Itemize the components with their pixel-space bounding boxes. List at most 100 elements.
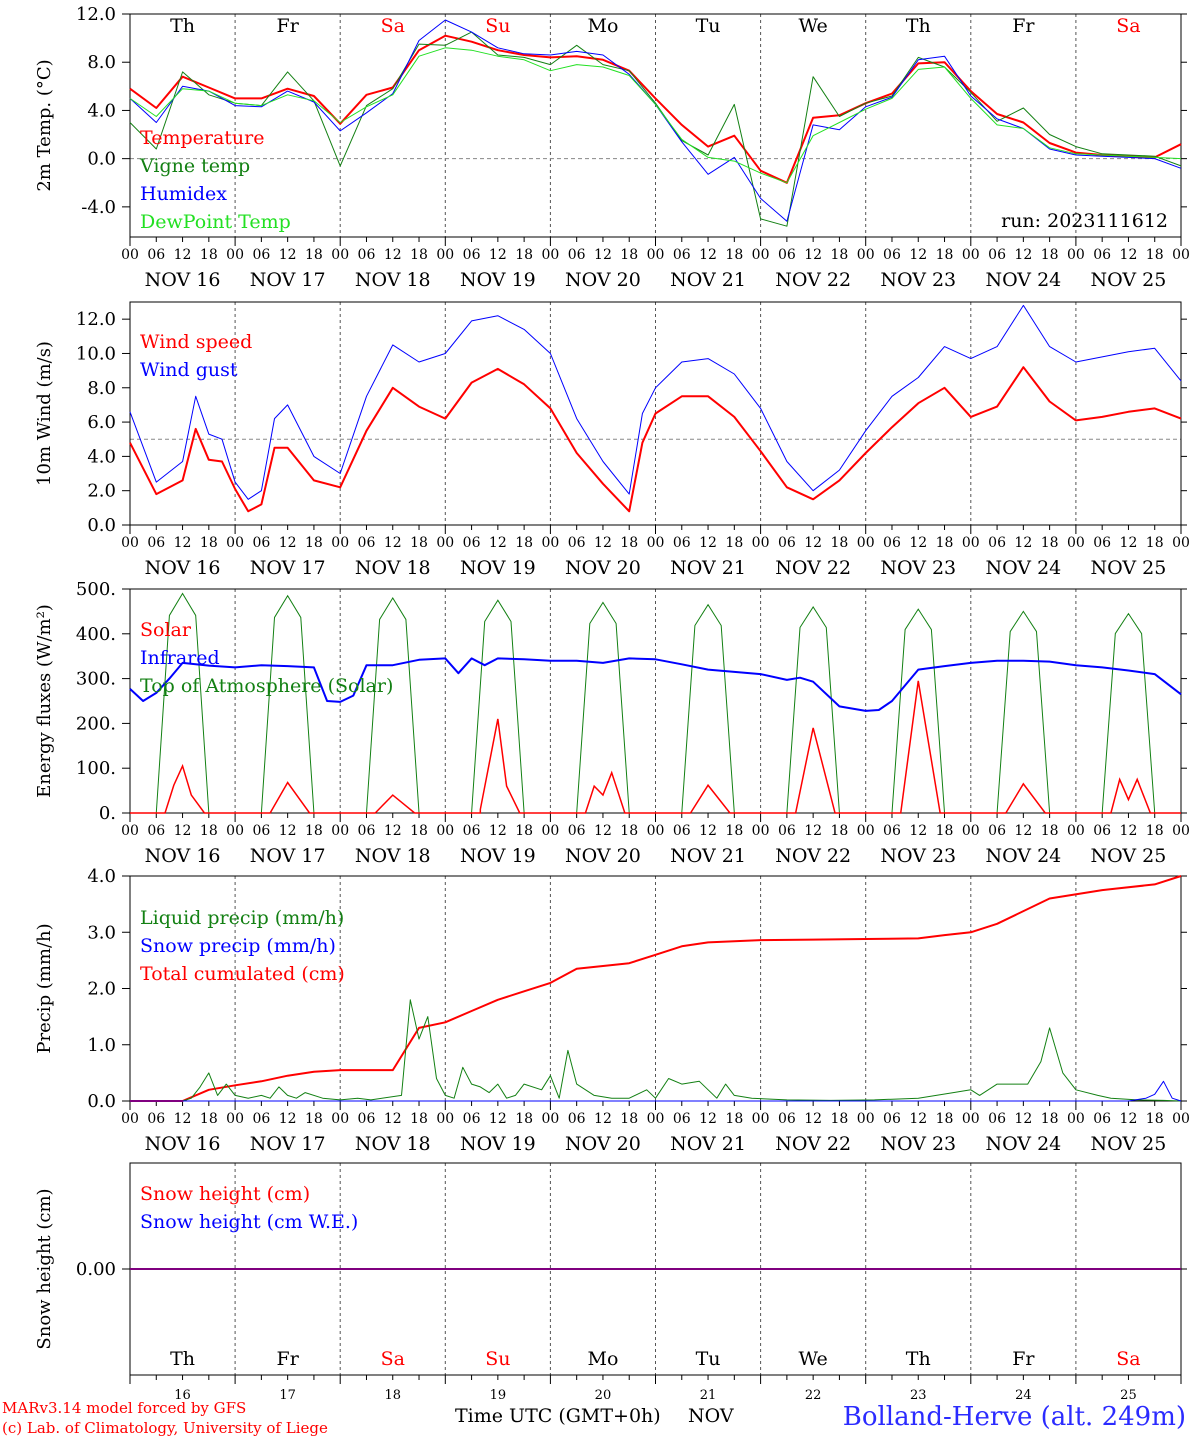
day-number-label: 19 bbox=[490, 1388, 507, 1403]
x-tick-label: 00 bbox=[857, 823, 875, 839]
weekday-label: Fr bbox=[1012, 1348, 1035, 1370]
day-number-label: 23 bbox=[910, 1388, 927, 1403]
x-tick-label: 18 bbox=[515, 535, 533, 551]
x-tick-label: 00 bbox=[1067, 247, 1085, 263]
x-tick-label: 06 bbox=[1093, 535, 1111, 551]
date-label: NOV 23 bbox=[880, 557, 956, 579]
x-tick-label: 06 bbox=[358, 1111, 376, 1127]
date-label: NOV 23 bbox=[880, 269, 956, 291]
y-tick-label: 4.0 bbox=[87, 446, 116, 467]
x-tick-label: 12 bbox=[384, 247, 402, 263]
x-tick-label: 00 bbox=[647, 1111, 665, 1127]
weekday-label: Su bbox=[485, 1348, 510, 1370]
legend-entry: Solar bbox=[140, 619, 192, 641]
x-tick-label: 18 bbox=[1041, 247, 1059, 263]
x-tick-label: 00 bbox=[541, 823, 559, 839]
legend-entry: Snow height (cm W.E.) bbox=[140, 1211, 358, 1233]
x-tick-label: 00 bbox=[331, 1111, 349, 1127]
x-tick-label: 06 bbox=[673, 535, 691, 551]
x-tick-label: 00 bbox=[857, 247, 875, 263]
y-tick-label: 300. bbox=[76, 669, 116, 690]
x-tick-label: 06 bbox=[568, 823, 586, 839]
x-tick-label: 12 bbox=[279, 535, 297, 551]
x-tick-label: 00 bbox=[647, 535, 665, 551]
x-tick-label: 06 bbox=[147, 1111, 165, 1127]
x-tick-label: 06 bbox=[147, 535, 165, 551]
x-tick-label: 12 bbox=[804, 247, 822, 263]
y-tick-label: -4.0 bbox=[81, 197, 116, 218]
date-label: NOV 16 bbox=[145, 269, 221, 291]
day-number-label: 24 bbox=[1015, 1388, 1032, 1403]
weekday-label: Fr bbox=[277, 15, 300, 37]
x-tick-label: 00 bbox=[226, 247, 244, 263]
x-tick-label: 00 bbox=[121, 247, 139, 263]
y-tick-label: 500. bbox=[76, 579, 116, 600]
x-tick-label: 18 bbox=[1146, 247, 1164, 263]
x-tick-label: 00 bbox=[647, 247, 665, 263]
x-tick-label: 00 bbox=[226, 823, 244, 839]
date-label: NOV 23 bbox=[880, 845, 956, 867]
x-tick-label: 06 bbox=[463, 535, 481, 551]
x-tick-label: 12 bbox=[489, 1111, 507, 1127]
x-tick-label: 18 bbox=[410, 1111, 428, 1127]
date-label: NOV 18 bbox=[355, 845, 431, 867]
date-label: NOV 18 bbox=[355, 1133, 431, 1155]
x-tick-label: 18 bbox=[1146, 1111, 1164, 1127]
day-number-label: 16 bbox=[174, 1388, 191, 1403]
x-tick-label: 18 bbox=[620, 823, 638, 839]
x-tick-label: 12 bbox=[909, 1111, 927, 1127]
x-tick-label: 18 bbox=[1041, 823, 1059, 839]
x-tick-label: 00 bbox=[331, 535, 349, 551]
weekday-label: Tu bbox=[696, 15, 721, 37]
panel-2: 0.0 2.0 4.0 6.0 8.0 10.0 12.0 10m Wind (m/s) 00 0… bbox=[34, 301, 1190, 579]
date-label: NOV 21 bbox=[670, 269, 746, 291]
day-number-label: 21 bbox=[700, 1388, 717, 1403]
station-title: Bolland-Herve (alt. 249m) bbox=[842, 1402, 1186, 1432]
y-axis-label: Precip (mm/h) bbox=[34, 923, 55, 1053]
x-tick-label: 06 bbox=[147, 247, 165, 263]
x-tick-label: 18 bbox=[200, 1111, 218, 1127]
x-tick-label: 18 bbox=[831, 535, 849, 551]
weekday-label: Th bbox=[170, 15, 195, 37]
month-label: NOV bbox=[688, 1405, 734, 1427]
x-tick-label: 18 bbox=[515, 1111, 533, 1127]
x-tick-label: 00 bbox=[121, 823, 139, 839]
x-tick-label: 00 bbox=[226, 1111, 244, 1127]
x-tick-label: 06 bbox=[673, 247, 691, 263]
y-tick-label: 4.0 bbox=[87, 866, 116, 887]
x-tick-label: 18 bbox=[725, 247, 743, 263]
x-tick-label: 06 bbox=[252, 823, 270, 839]
x-tick-label: 06 bbox=[358, 247, 376, 263]
x-tick-label: 12 bbox=[174, 1111, 192, 1127]
x-tick-label: 12 bbox=[1014, 535, 1032, 551]
x-tick-label: 12 bbox=[174, 247, 192, 263]
x-tick-label: 18 bbox=[200, 535, 218, 551]
x-tick-label: 18 bbox=[1146, 823, 1164, 839]
x-tick-label: 00 bbox=[1067, 823, 1085, 839]
x-tick-label: 12 bbox=[594, 823, 612, 839]
x-tick-label: 06 bbox=[883, 247, 901, 263]
x-tick-label: 00 bbox=[752, 823, 770, 839]
x-tick-label: 00 bbox=[436, 247, 454, 263]
y-tick-label: 12.0 bbox=[76, 309, 116, 330]
x-tick-label: 06 bbox=[883, 535, 901, 551]
x-tick-label: 18 bbox=[725, 535, 743, 551]
y-tick-label: 0.0 bbox=[87, 1091, 116, 1112]
panel-3: 0. 100. 200. 300. 400. 500. Energy fluxes (W/m… bbox=[34, 579, 1190, 867]
date-label: NOV 21 bbox=[670, 845, 746, 867]
x-tick-label: 06 bbox=[463, 823, 481, 839]
x-tick-label: 12 bbox=[594, 1111, 612, 1127]
day-number-label: 17 bbox=[279, 1388, 296, 1403]
x-tick-label: 06 bbox=[252, 535, 270, 551]
x-tick-label: 00 bbox=[436, 535, 454, 551]
x-tick-label: 00 bbox=[541, 247, 559, 263]
x-tick-label: 18 bbox=[936, 535, 954, 551]
x-tick-label: 06 bbox=[778, 823, 796, 839]
series-wind-gust bbox=[129, 304, 1182, 500]
legend-entry: Liquid precip (mm/h) bbox=[140, 907, 344, 929]
x-tick-label: 06 bbox=[463, 1111, 481, 1127]
x-tick-label: 12 bbox=[279, 1111, 297, 1127]
legend-entry: Humidex bbox=[140, 183, 227, 205]
x-tick-label: 06 bbox=[358, 823, 376, 839]
legend-entry: Temperature bbox=[140, 127, 264, 149]
